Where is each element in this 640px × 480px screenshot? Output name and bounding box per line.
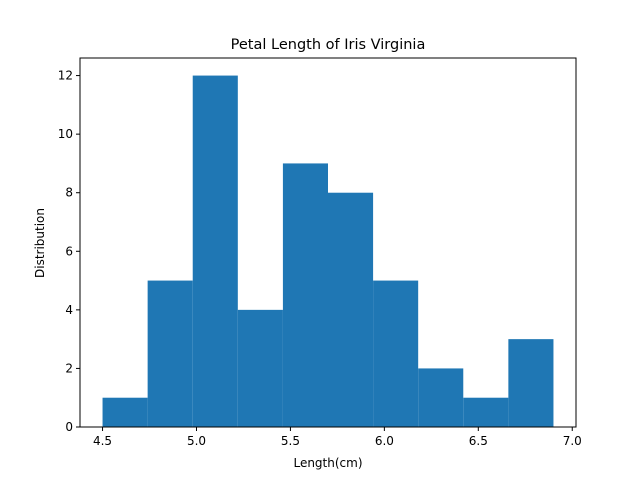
histogram-bar <box>147 280 193 427</box>
histogram-bar <box>418 368 464 427</box>
histogram-bar <box>237 309 283 427</box>
x-axis-ticks: 4.5 5.0 5.5 6.0 6.5 7.0 <box>93 427 582 448</box>
x-tick-label: 7.0 <box>563 434 582 448</box>
x-tick-label: 6.0 <box>375 434 394 448</box>
histogram-bar <box>508 339 554 427</box>
plot-area-frame <box>79 57 577 428</box>
x-tick-label: 4.5 <box>93 434 112 448</box>
y-tick-label: 4 <box>65 303 73 317</box>
y-tick-label: 2 <box>65 361 73 375</box>
y-tick-label: 0 <box>65 420 73 434</box>
bars-group <box>102 75 554 428</box>
x-axis-label: Length(cm) <box>293 456 362 470</box>
chart-title: Petal Length of Iris Virginia <box>231 37 426 53</box>
histogram-bar <box>328 192 374 427</box>
x-tick-label: 5.0 <box>187 434 206 448</box>
y-tick-label: 6 <box>65 244 73 258</box>
histogram-bar <box>463 397 509 427</box>
histogram-bar <box>192 75 238 428</box>
y-tick-label: 8 <box>65 186 73 200</box>
histogram-bar <box>373 280 419 427</box>
y-tick-label: 10 <box>58 127 73 141</box>
histogram-bar <box>102 397 148 427</box>
histogram-bar <box>282 163 328 427</box>
x-tick-label: 6.5 <box>469 434 488 448</box>
y-axis-label: Distribution <box>33 208 47 278</box>
y-axis-ticks: 0 2 4 6 8 10 12 <box>58 69 80 434</box>
y-tick-label: 12 <box>58 69 73 83</box>
x-tick-label: 5.5 <box>281 434 300 448</box>
